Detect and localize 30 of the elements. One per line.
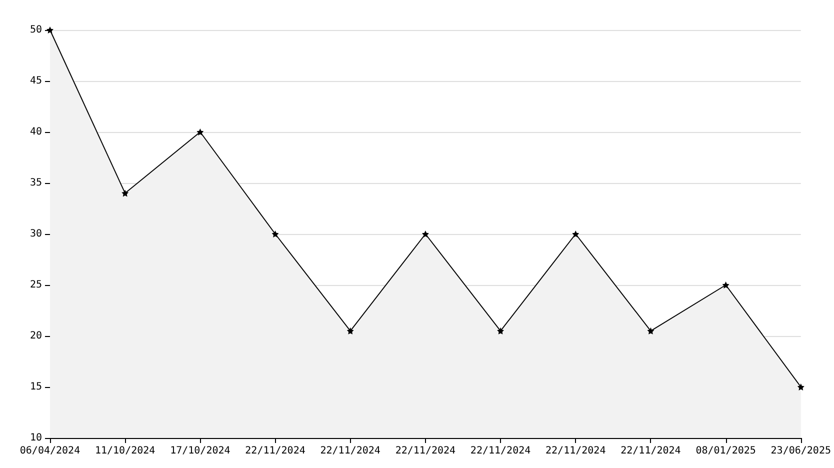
x-tick-label: 11/10/2024	[94, 446, 156, 456]
y-tick-label: 45	[30, 76, 42, 86]
x-tick-label: 22/11/2024	[245, 446, 306, 456]
x-tick-label: 22/11/2024	[395, 446, 456, 456]
point	[572, 230, 580, 238]
point	[647, 327, 654, 334]
y-tick-label: 30	[30, 228, 42, 240]
point	[722, 282, 730, 288]
y-tick-label: 50	[30, 24, 42, 36]
point	[422, 230, 429, 238]
x-tick-label: 22/11/2024	[470, 446, 531, 456]
x-tick-label: 08/01/2025	[696, 446, 756, 456]
point	[122, 190, 129, 197]
x-tick-label: 17/10/2024	[170, 446, 230, 456]
x-tick-label: 23/06/2025	[770, 446, 832, 456]
y-tick-label: 15	[30, 382, 42, 392]
x-tick-label: 22/11/2024	[320, 446, 380, 456]
y-tick-label: 40	[30, 126, 42, 138]
point	[497, 327, 504, 334]
point	[797, 384, 804, 390]
point	[196, 128, 204, 136]
y-tick-label: 25	[30, 280, 42, 290]
y-tick-label: 35	[30, 178, 42, 188]
x-tick-label: 22/11/2024	[620, 446, 681, 456]
point	[346, 327, 354, 334]
x-tick-label: 06/04/2024	[20, 446, 80, 456]
x-tick-label: 22/11/2024	[546, 446, 606, 456]
point	[272, 230, 279, 238]
y-tick-label: 10	[30, 432, 42, 444]
y-tick-label: 20	[30, 330, 42, 342]
